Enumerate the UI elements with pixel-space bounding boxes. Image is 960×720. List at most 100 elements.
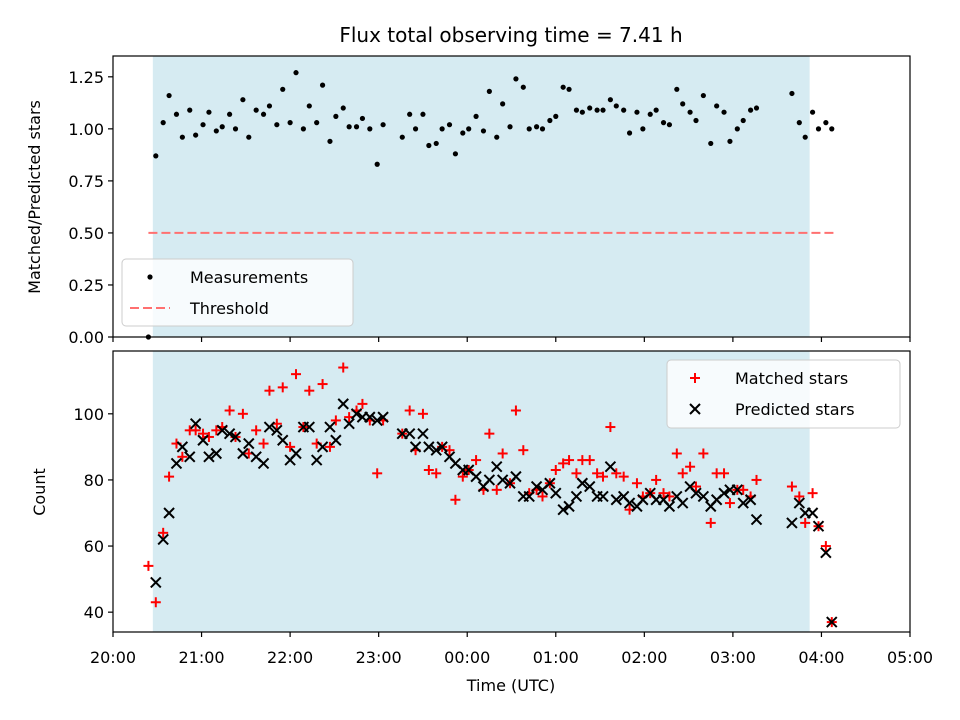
predicted-star-point: [189, 418, 202, 430]
x-b: [243, 437, 255, 450]
x-b: [364, 411, 376, 423]
predicted-star-point: [690, 487, 702, 499]
measurement-point: [579, 109, 585, 115]
matched-star-point: [285, 441, 296, 452]
x-b: [157, 533, 169, 546]
measurement-point: [380, 122, 386, 128]
matched-star-point: [277, 382, 288, 393]
measurement-point: [533, 124, 540, 130]
predicted-star-point: [430, 444, 442, 456]
ratio-plot-area: 0.00 0.25 0.50 0.75 1.00 1.25 Measurements Thre…: [68, 55, 911, 347]
measurement-point: [433, 140, 439, 147]
x-b: [750, 513, 763, 526]
matched-star-point: [291, 369, 302, 380]
predicted-star-point: [496, 474, 509, 486]
x-b: [150, 576, 162, 589]
measurement-point: [500, 101, 506, 107]
measurement-point: [359, 115, 366, 122]
x-b: [786, 517, 798, 529]
x-b: [197, 434, 209, 446]
predicted-star-point: [570, 490, 583, 503]
matched-star-point: [598, 471, 609, 482]
measurement-point: [153, 153, 159, 159]
matched-star-point: [431, 468, 442, 479]
measurement-point: [753, 105, 760, 111]
matched-star-point: [317, 379, 328, 390]
x-b: [216, 424, 228, 437]
measurement-point: [173, 111, 180, 117]
y-tick-label: 80: [84, 471, 104, 490]
matched-star-point: [190, 425, 201, 436]
measurement-point: [446, 122, 453, 128]
predicted-star-point: [826, 616, 838, 628]
matched-star-point: [705, 517, 716, 528]
x-b: [316, 441, 329, 453]
measurement-point: [700, 92, 706, 99]
measurement-point: [293, 70, 299, 76]
predicted-star-point: [604, 460, 617, 473]
matched-star-point: [338, 362, 349, 373]
measurement-point: [560, 84, 566, 90]
predicted-star-point: [610, 494, 622, 506]
measurement-point: [319, 82, 326, 88]
predicted-star-point: [203, 451, 215, 463]
x-b: [610, 494, 622, 506]
measurement-point: [687, 109, 693, 115]
x-b: [677, 497, 689, 509]
x-b: [718, 487, 730, 499]
predicted-star-point: [263, 421, 276, 433]
matched-star-point: [264, 385, 275, 396]
count-panel: Count Time (UTC) 40 60 80 100 20:00 21:00 22:0…: [30, 350, 933, 695]
predicted-star-point: [597, 490, 609, 503]
x-b: [436, 441, 448, 453]
measurement-point: [300, 126, 306, 132]
measurement-point: [740, 117, 746, 124]
measurement-point: [473, 113, 479, 119]
measurement-point: [246, 134, 252, 140]
measurement-point: [226, 111, 233, 117]
predicted-star-point: [576, 477, 589, 489]
measurement-point: [206, 109, 212, 115]
predicted-star-point: [750, 513, 763, 526]
matched-star-point: [719, 468, 730, 479]
measurement-point: [520, 84, 526, 90]
matched-star-point: [685, 461, 696, 472]
x-b: [184, 451, 196, 463]
legend-label: Matched stars: [735, 369, 848, 388]
x-b: [663, 500, 676, 513]
y-axis-label-top: Matched/Predicted stars: [25, 100, 44, 294]
measurement-point: [374, 161, 380, 167]
predicted-star-point: [163, 507, 175, 519]
legend-marker-x-b: [689, 403, 701, 415]
measurement-point: [748, 107, 754, 113]
x-b: [584, 480, 596, 493]
matched-star-point: [484, 428, 495, 439]
predicted-star-point: [744, 494, 757, 506]
measurement-point: [714, 103, 720, 109]
measurement-point: [193, 132, 199, 138]
x-b: [576, 477, 589, 489]
measurement-point: [823, 120, 829, 126]
x-b: [377, 411, 389, 423]
predicted-star-point: [812, 520, 825, 532]
x-b: [690, 487, 702, 499]
matched-star-point: [357, 398, 368, 409]
x-b: [657, 494, 670, 506]
measurement-point: [494, 134, 500, 140]
measurement-point: [314, 120, 320, 126]
predicted-star-point: [793, 497, 806, 509]
x-b: [330, 434, 342, 446]
legend-marker-dot: [147, 274, 153, 280]
matched-star-point: [671, 448, 682, 459]
matched-star-point: [510, 405, 521, 416]
predicted-star-point: [316, 441, 329, 453]
predicted-star-point: [731, 484, 744, 496]
predicted-star-point: [364, 411, 376, 423]
x-tick-label: 02:00: [621, 648, 667, 667]
y-tick-label: 60: [84, 537, 104, 556]
matched-star-point: [251, 425, 262, 436]
measurement-point: [680, 101, 686, 107]
measurement-point: [480, 128, 487, 134]
x-b: [557, 503, 569, 516]
measurement-point: [802, 134, 808, 140]
